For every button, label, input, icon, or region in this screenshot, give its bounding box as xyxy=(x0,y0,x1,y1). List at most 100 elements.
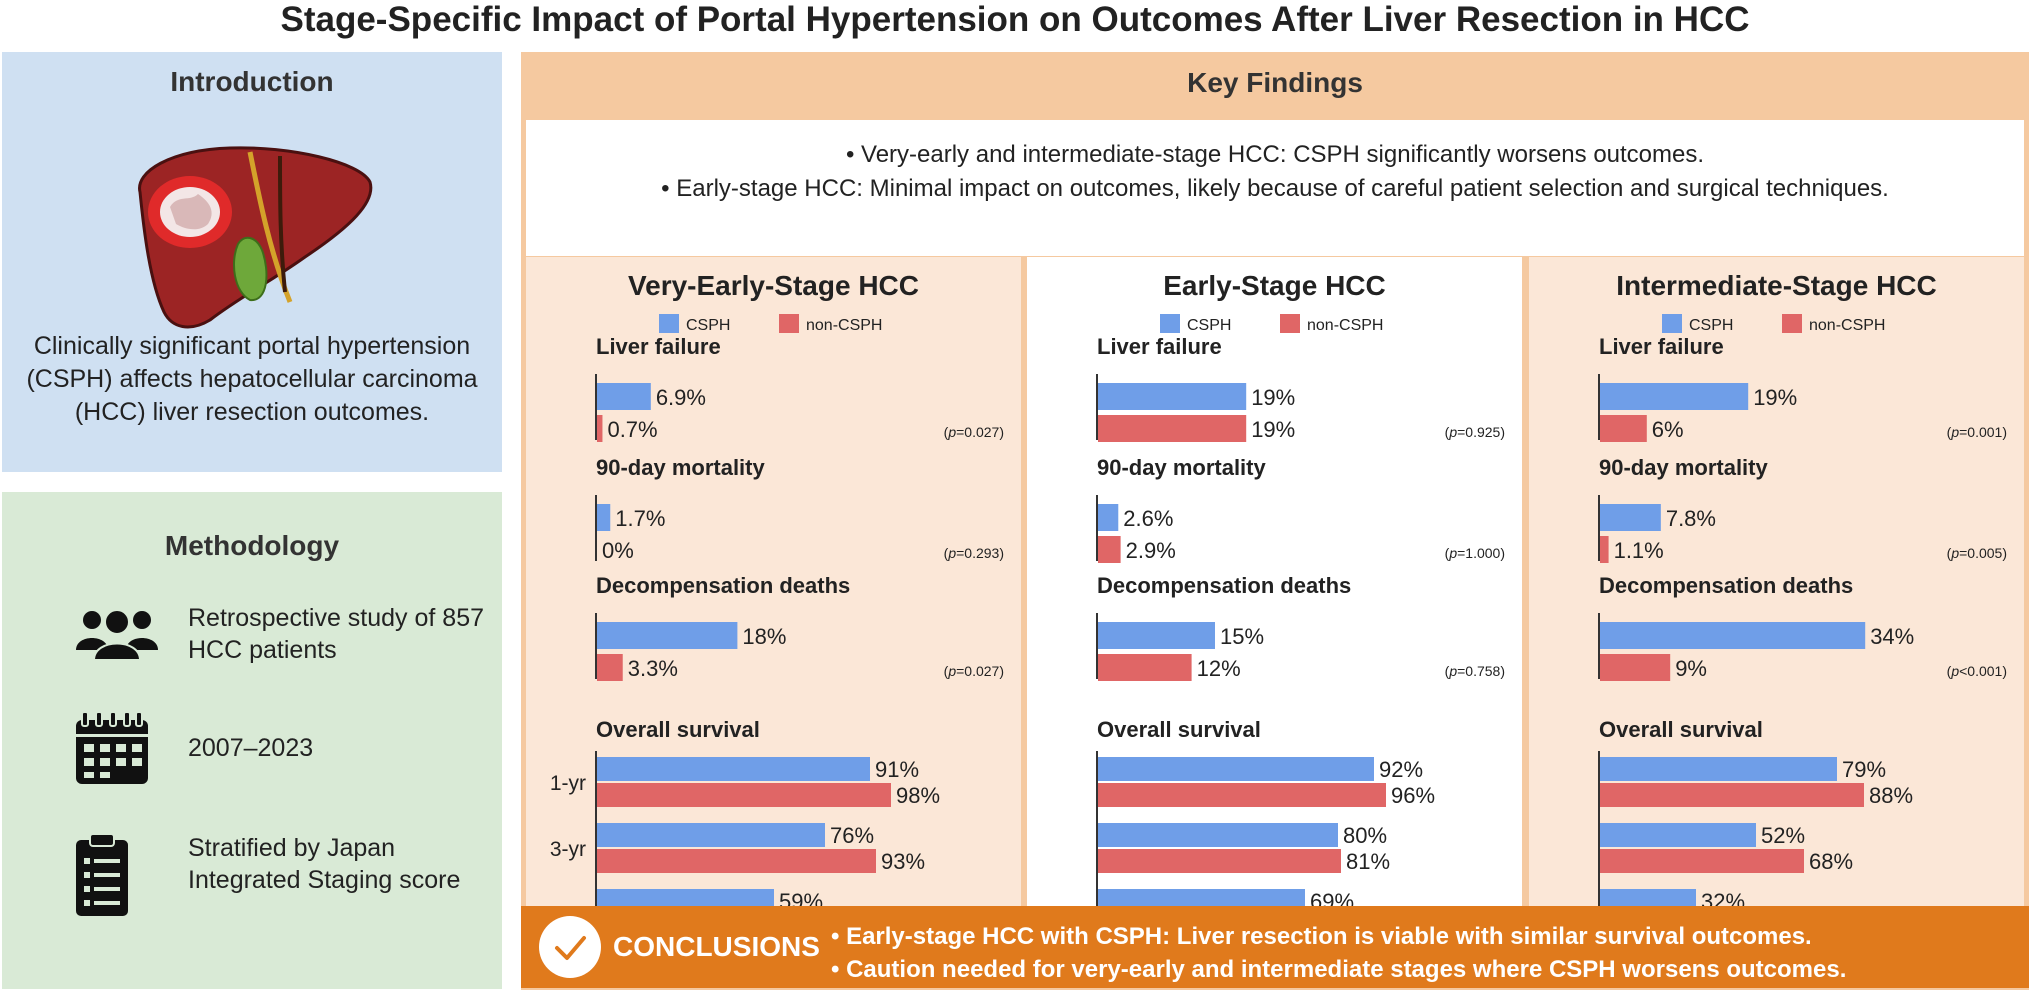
data-label: 96% xyxy=(1391,783,1435,808)
p-value-label: (p=1.000) xyxy=(1445,545,1505,561)
data-label: 68% xyxy=(1809,849,1853,874)
key-findings-panel: Key Findings • Very-early and intermedia… xyxy=(521,52,2029,990)
metric-label: 90-day mortality xyxy=(596,455,765,480)
p-value-label: (p=0.293) xyxy=(944,545,1004,561)
metric-label: 90-day mortality xyxy=(1097,455,1266,480)
clipboard-icon xyxy=(76,833,128,916)
methodology-text: 2007–2023 xyxy=(188,734,314,762)
data-label: 1.7% xyxy=(615,506,665,531)
bar-csph xyxy=(597,622,738,649)
data-label: 7.8% xyxy=(1666,506,1716,531)
data-label: 98% xyxy=(896,783,940,808)
data-label: 19% xyxy=(1251,417,1295,442)
introduction-panel: Introduction Clinically significant port… xyxy=(2,52,502,472)
bar-csph xyxy=(597,504,611,531)
bar-csph xyxy=(1098,622,1215,649)
bar-csph xyxy=(1098,757,1374,781)
bar-non-csph xyxy=(597,654,623,681)
data-label: 15% xyxy=(1220,624,1264,649)
data-label: 88% xyxy=(1869,783,1913,808)
bar-csph xyxy=(597,383,651,410)
legend-label-non-csph: non-CSPH xyxy=(1809,317,1885,334)
methodology-text: Stratified by Japan Integrated Staging s… xyxy=(188,834,461,894)
metric-label: Liver failure xyxy=(1599,334,1724,359)
checkmark-badge xyxy=(539,916,601,978)
data-label: 34% xyxy=(1870,624,1914,649)
data-label: 19% xyxy=(1753,385,1797,410)
data-label: 19% xyxy=(1251,385,1295,410)
p-value-label: (p=0.758) xyxy=(1445,663,1505,679)
data-label: 6.9% xyxy=(656,385,706,410)
key-findings-summary: • Very-early and intermediate-stage HCC:… xyxy=(526,120,2024,256)
bar-non-csph xyxy=(597,849,876,873)
calendar-icon xyxy=(76,711,148,784)
bar-non-csph xyxy=(1098,415,1247,442)
bar-csph xyxy=(1600,757,1837,781)
data-label: 1.1% xyxy=(1614,538,1664,563)
data-label: 52% xyxy=(1761,823,1805,848)
bar-non-csph xyxy=(597,783,891,807)
bar-non-csph xyxy=(597,415,603,442)
data-label: 18% xyxy=(742,624,786,649)
metric-label: Overall survival xyxy=(1599,717,1763,742)
conclusions-label: CONCLUSIONS xyxy=(613,931,820,962)
chart-title: Intermediate-Stage HCC xyxy=(1616,270,1937,301)
checkmark-icon xyxy=(555,936,586,960)
introduction-text: Clinically significant portal hypertensi… xyxy=(26,332,478,426)
bar-non-csph xyxy=(1098,654,1192,681)
data-label: 0.7% xyxy=(607,417,657,442)
bar-csph xyxy=(597,757,870,781)
metric-label: 90-day mortality xyxy=(1599,455,1768,480)
key-finding-bullet: • Very-early and intermediate-stage HCC:… xyxy=(845,141,1705,168)
legend-swatch-csph xyxy=(1160,314,1180,333)
conclusion-item: • Caution needed for very-early and inte… xyxy=(831,956,1847,983)
bar-csph xyxy=(1600,504,1661,531)
bar-non-csph xyxy=(1098,536,1121,563)
legend-label-non-csph: non-CSPH xyxy=(806,317,882,334)
bar-csph xyxy=(597,823,825,847)
data-label: 79% xyxy=(1842,757,1886,782)
bar-non-csph xyxy=(1600,783,1864,807)
legend-swatch-csph xyxy=(1662,314,1682,333)
legend-label-csph: CSPH xyxy=(686,317,730,334)
legend-swatch-non-csph xyxy=(1782,314,1802,333)
legend-swatch-non-csph xyxy=(779,314,799,333)
data-label: 92% xyxy=(1379,757,1423,782)
introduction-heading: Introduction xyxy=(170,66,334,97)
data-label: 80% xyxy=(1343,823,1387,848)
bar-csph xyxy=(1600,383,1749,410)
p-value-label: (p<0.001) xyxy=(1947,663,2007,679)
conclusion-item: • Early-stage HCC with CSPH: Liver resec… xyxy=(831,923,1812,950)
bar-csph xyxy=(1600,823,1756,847)
chart-very-early-stage: Very-Early-Stage HCC CSPH non-CSPH Liver fa… xyxy=(550,270,1004,948)
data-label: 3.3% xyxy=(628,656,678,681)
bar-csph xyxy=(1098,823,1338,847)
methodology-heading: Methodology xyxy=(164,530,340,561)
chart-title: Early-Stage HCC xyxy=(1163,270,1386,301)
bar-non-csph xyxy=(1600,415,1647,442)
data-label: 2.6% xyxy=(1123,506,1173,531)
p-value-label: (p=0.925) xyxy=(1445,424,1505,440)
metric-label: Decompensation deaths xyxy=(1097,573,1351,598)
bar-csph xyxy=(1098,383,1247,410)
key-findings-heading: Key Findings xyxy=(1187,67,1363,98)
metric-label: Decompensation deaths xyxy=(596,573,850,598)
year-tick-label: 3-yr xyxy=(550,838,586,861)
data-label: 12% xyxy=(1197,656,1241,681)
chart-panel-intermediate: Intermediate-Stage HCC CSPH non-CSPH Liver … xyxy=(1529,257,2024,957)
data-label: 93% xyxy=(881,849,925,874)
p-value-label: (p=0.027) xyxy=(944,663,1004,679)
legend-label-non-csph: non-CSPH xyxy=(1307,317,1383,334)
bar-csph xyxy=(1098,504,1119,531)
data-label: 81% xyxy=(1346,849,1390,874)
metric-label: Decompensation deaths xyxy=(1599,573,1853,598)
chart-early-stage: Early-Stage HCC CSPH non-CSPH Liver failure… xyxy=(1096,270,1505,948)
legend-label-csph: CSPH xyxy=(1187,317,1231,334)
conclusions-banner: CONCLUSIONS • Early-stage HCC with CSPH:… xyxy=(521,906,2029,988)
data-label: 76% xyxy=(830,823,874,848)
bar-non-csph xyxy=(1098,783,1386,807)
metric-label: Liver failure xyxy=(1097,334,1222,359)
data-label: 9% xyxy=(1675,656,1707,681)
liver-icon xyxy=(138,146,373,329)
bar-non-csph xyxy=(1098,849,1341,873)
